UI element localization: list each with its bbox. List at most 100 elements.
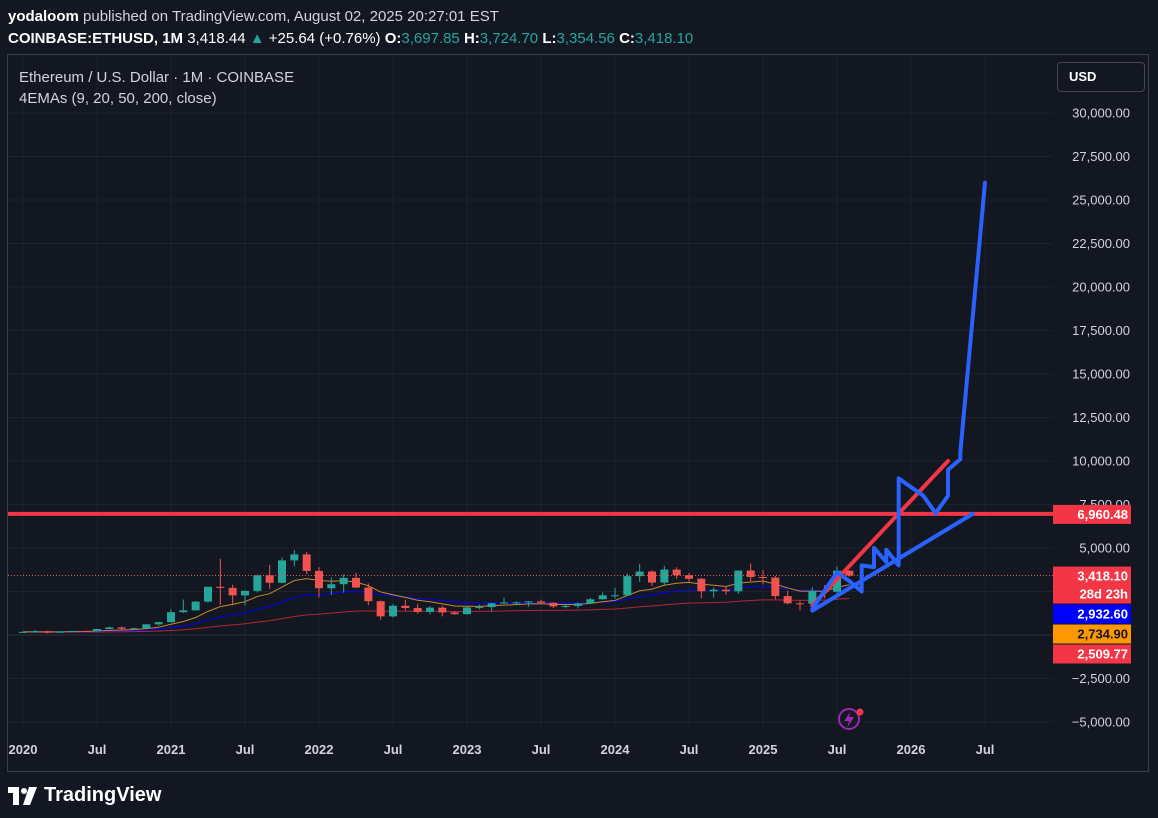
y-tick-label: 25,000.00 xyxy=(1072,193,1130,208)
price-tag xyxy=(1053,566,1131,586)
x-tick-label: Jul xyxy=(88,742,107,757)
candle-body xyxy=(130,628,138,630)
candle-body xyxy=(154,622,163,625)
candle-body xyxy=(413,607,422,612)
time-axis[interactable]: 2020 Jul 2021 Jul 2022 Jul 2023 Jul 2024 Jul 2025 J… xyxy=(9,742,995,757)
candles xyxy=(19,549,854,634)
candle-body xyxy=(191,601,200,611)
price-chart[interactable]: 30,000.00 27,500.00 25,000.00 22,500.00 20,0… xyxy=(8,55,1148,771)
candle-body xyxy=(302,554,311,571)
candle-body xyxy=(771,577,780,597)
high-label: H: xyxy=(463,30,480,47)
y-tick-label: −2,500.00 xyxy=(1072,671,1130,686)
candle-body xyxy=(549,602,558,607)
candle-body xyxy=(586,599,595,604)
candle-body xyxy=(56,631,64,633)
candle-body xyxy=(339,577,348,585)
x-tick-label: Jul xyxy=(976,742,995,757)
legend-indicator[interactable]: 4EMAs (9, 20, 50, 200, close) xyxy=(19,90,217,107)
last-price: 3,418.44 xyxy=(187,30,246,47)
candle-body xyxy=(315,570,323,589)
x-tick-label: Jul xyxy=(680,742,699,757)
candle-body xyxy=(376,601,385,617)
candle-body xyxy=(31,631,40,633)
x-tick-label: 2022 xyxy=(305,742,334,757)
chart-frame xyxy=(7,54,1149,772)
currency-button[interactable]: USD xyxy=(1057,62,1145,92)
tradingview-logo-icon xyxy=(8,786,37,805)
publish-line: yodaloom published on TradingView.com, A… xyxy=(8,6,693,28)
lightning-icon[interactable] xyxy=(838,708,864,730)
support-trendline[interactable] xyxy=(810,511,975,613)
y-tick-label: 15,000.00 xyxy=(1072,367,1130,382)
x-tick-label: 2025 xyxy=(749,742,778,757)
symbol-text: COINBASE:ETHUSD, 1M xyxy=(8,30,184,47)
legend-title[interactable]: Ethereum / U.S. Dollar · 1M · COINBASE xyxy=(19,69,295,86)
candle-body xyxy=(746,570,755,578)
projection-path[interactable] xyxy=(810,180,987,611)
open-label: O: xyxy=(384,30,402,47)
candle-body xyxy=(426,607,434,612)
user-drawings[interactable] xyxy=(810,180,987,613)
y-tick-label: 12,500.00 xyxy=(1072,410,1130,425)
candle-body xyxy=(228,587,237,596)
close-label: C: xyxy=(619,30,635,47)
candle-body xyxy=(475,607,484,609)
candle-body xyxy=(167,612,175,623)
candle-body xyxy=(611,595,619,597)
y-tick-label: 20,000.00 xyxy=(1072,280,1130,295)
chart-legend: Ethereum / U.S. Dollar · 1M · COINBASE 4… xyxy=(19,67,294,109)
close-value: 3,418.10 xyxy=(634,30,694,47)
y-tick-label: 27,500.00 xyxy=(1072,149,1130,164)
low-value: 3,354.56 xyxy=(556,30,615,47)
price-tag-label: 2,734.90 xyxy=(1077,627,1128,642)
published-text: published on TradingView.com, August 02,… xyxy=(83,8,499,25)
candle-body xyxy=(19,631,27,633)
candle-body xyxy=(463,607,471,615)
y-tick-label: 22,500.00 xyxy=(1072,236,1130,251)
candle-body xyxy=(623,576,632,596)
price-tag xyxy=(1053,624,1131,644)
x-tick-label: 2021 xyxy=(157,742,186,757)
candle-body xyxy=(401,605,410,608)
candle-body xyxy=(598,595,607,600)
candle-body xyxy=(216,586,225,588)
candle-body xyxy=(142,624,151,629)
price-tag-label: 2,932.60 xyxy=(1077,607,1128,622)
price-tag xyxy=(1053,504,1131,524)
candle-body xyxy=(364,587,373,602)
price-tag xyxy=(1053,644,1131,664)
x-tick-label: 2024 xyxy=(601,742,631,757)
candle-body xyxy=(487,603,496,608)
price-tag xyxy=(1053,584,1131,604)
candle-body xyxy=(265,575,274,583)
grid xyxy=(8,55,1053,731)
candle-body xyxy=(290,554,299,561)
x-tick-label: 2026 xyxy=(897,742,926,757)
open-value: 3,697.85 xyxy=(401,30,460,47)
publish-header: yodaloom published on TradingView.com, A… xyxy=(8,6,693,50)
ema9-line xyxy=(22,578,850,633)
y-tick-label: −5,000.00 xyxy=(1072,715,1130,730)
candle-body xyxy=(660,569,669,583)
candle-body xyxy=(450,612,459,615)
candle-body xyxy=(117,627,126,629)
y-tick-label: 10,000.00 xyxy=(1072,454,1130,469)
candle-body xyxy=(808,591,817,604)
price-tag-label: 6,960.48 xyxy=(1077,507,1128,522)
candle-body xyxy=(635,571,644,577)
candle-body xyxy=(352,577,360,588)
high-value: 3,724.70 xyxy=(479,30,539,47)
candle-body xyxy=(93,628,101,632)
red-trendline[interactable] xyxy=(810,459,950,608)
x-tick-label: 2020 xyxy=(9,742,38,757)
x-tick-label: Jul xyxy=(532,742,551,757)
low-label: L: xyxy=(542,30,557,47)
candle-body xyxy=(709,589,718,592)
y-tick-label: 17,500.00 xyxy=(1072,323,1130,338)
candle-body xyxy=(438,607,447,613)
candle-body xyxy=(512,602,521,604)
author-name[interactable]: yodaloom xyxy=(8,8,79,25)
change-text: +25.64 (+0.76%) xyxy=(268,30,381,47)
ema200-line xyxy=(22,597,850,633)
